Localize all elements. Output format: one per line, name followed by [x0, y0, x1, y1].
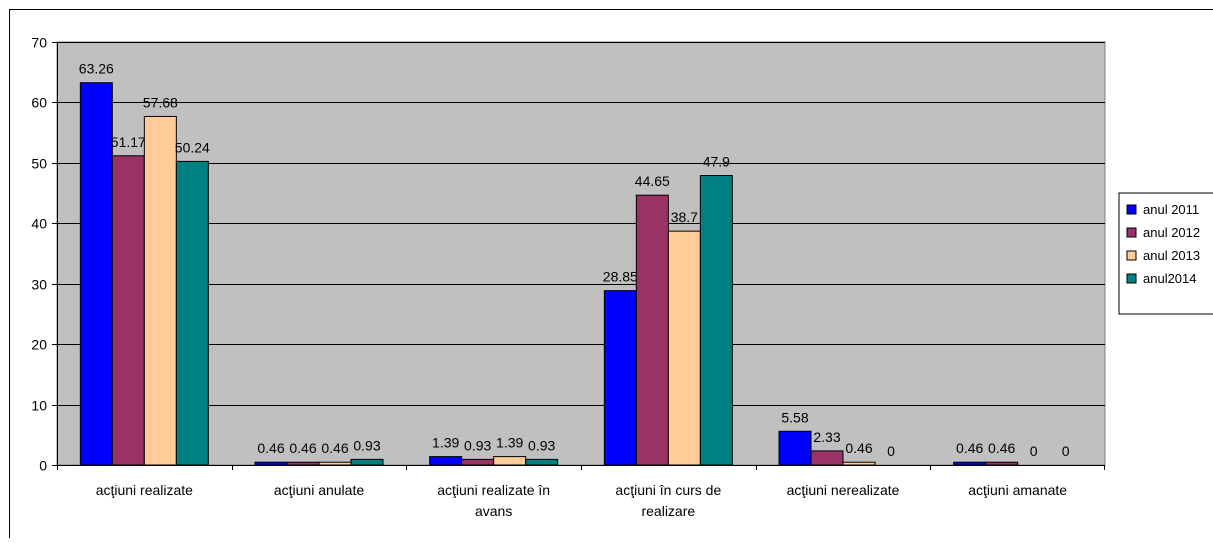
data-label: 0.46 — [289, 440, 316, 456]
legend-swatch — [1127, 274, 1136, 283]
data-label: 38.7 — [671, 209, 698, 225]
data-label: 0 — [887, 443, 895, 459]
bar — [668, 231, 700, 465]
bar — [986, 462, 1018, 465]
bar — [144, 116, 176, 465]
x-category-label: acţiuni realizate — [96, 482, 193, 498]
data-label: 0 — [1062, 443, 1070, 459]
bar — [430, 457, 462, 465]
legend-label: anul 2011 — [1143, 202, 1199, 217]
plot-area — [57, 42, 1105, 465]
y-tick-label: 10 — [31, 398, 47, 414]
data-label: 51.17 — [111, 134, 146, 150]
x-category-label: acţiuni amanate — [968, 482, 1067, 498]
bar — [636, 195, 668, 465]
data-label: 0.93 — [353, 437, 380, 453]
data-label: 0.46 — [257, 440, 284, 456]
data-label: 2.33 — [813, 429, 840, 445]
data-label: 0.46 — [845, 440, 872, 456]
data-label: 44.65 — [635, 173, 670, 189]
data-label: 63.26 — [79, 61, 114, 77]
bar — [700, 176, 732, 465]
y-tick-label: 20 — [31, 337, 47, 353]
bar — [80, 83, 112, 465]
bar — [255, 462, 287, 465]
legend-swatch — [1127, 251, 1136, 260]
x-category-label: acţiuni în curs de — [615, 482, 721, 498]
data-label: 1.39 — [432, 435, 459, 451]
y-tick-label: 0 — [39, 458, 47, 474]
data-label: 0.46 — [956, 440, 983, 456]
y-tick-label: 30 — [31, 277, 47, 293]
bar — [112, 156, 144, 465]
data-label: 0.46 — [321, 440, 348, 456]
bar — [176, 161, 208, 465]
bar — [843, 462, 875, 465]
data-label: 50.24 — [175, 139, 210, 155]
y-tick-label: 40 — [31, 216, 47, 232]
bar — [494, 457, 526, 465]
data-label: 47.9 — [703, 154, 730, 170]
legend-label: anul 2013 — [1143, 248, 1200, 263]
bar — [526, 459, 558, 465]
bar — [811, 451, 843, 465]
legend-swatch — [1127, 228, 1136, 237]
bar — [604, 291, 636, 465]
x-category-label: acţiuni nerealizate — [787, 482, 900, 498]
data-label: 0.46 — [988, 440, 1015, 456]
data-label: 5.58 — [781, 409, 808, 425]
y-tick-label: 50 — [31, 156, 47, 172]
x-category-label: realizare — [641, 503, 695, 519]
bar — [954, 462, 986, 465]
x-category-label: avans — [475, 503, 512, 519]
bar — [319, 462, 351, 465]
bar — [779, 431, 811, 465]
bar — [287, 462, 319, 465]
data-label: 28.85 — [603, 269, 638, 285]
data-label: 0 — [1030, 443, 1038, 459]
legend-swatch — [1127, 205, 1136, 214]
data-label: 0.93 — [528, 437, 555, 453]
data-label: 0.93 — [464, 437, 491, 453]
legend-label: anul 2012 — [1143, 225, 1200, 240]
data-label: 57.68 — [143, 94, 178, 110]
y-tick-label: 70 — [31, 35, 47, 51]
legend-label: anul2014 — [1143, 271, 1197, 286]
x-category-label: acţiuni anulate — [274, 482, 365, 498]
bar — [462, 459, 494, 465]
x-category-label: acţiuni realizate în — [437, 482, 550, 498]
bar — [351, 459, 383, 465]
data-label: 1.39 — [496, 435, 523, 451]
y-tick-label: 60 — [31, 95, 47, 111]
